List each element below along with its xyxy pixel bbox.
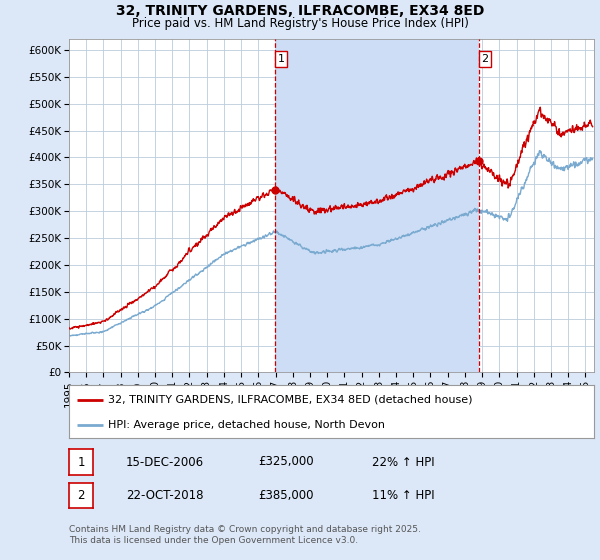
Bar [275,39,479,372]
Text: 11% ↑ HPI: 11% ↑ HPI [372,489,434,502]
Text: 32, TRINITY GARDENS, ILFRACOMBE, EX34 8ED: 32, TRINITY GARDENS, ILFRACOMBE, EX34 8E… [116,4,484,18]
Text: Contains HM Land Registry data © Crown copyright and database right 2025.
This d: Contains HM Land Registry data © Crown c… [69,525,421,545]
Text: £385,000: £385,000 [258,489,314,502]
Text: 22% ↑ HPI: 22% ↑ HPI [372,455,434,469]
Text: HPI: Average price, detached house, North Devon: HPI: Average price, detached house, Nort… [109,419,385,430]
Text: Price paid vs. HM Land Registry's House Price Index (HPI): Price paid vs. HM Land Registry's House … [131,17,469,30]
Text: 1: 1 [277,54,284,64]
Text: 32, TRINITY GARDENS, ILFRACOMBE, EX34 8ED (detached house): 32, TRINITY GARDENS, ILFRACOMBE, EX34 8E… [109,395,473,405]
Text: 2: 2 [481,54,488,64]
Text: 2: 2 [77,489,85,502]
Text: 15-DEC-2006: 15-DEC-2006 [126,455,204,469]
Text: 1: 1 [77,455,85,469]
Text: 22-OCT-2018: 22-OCT-2018 [126,489,203,502]
Text: £325,000: £325,000 [258,455,314,469]
